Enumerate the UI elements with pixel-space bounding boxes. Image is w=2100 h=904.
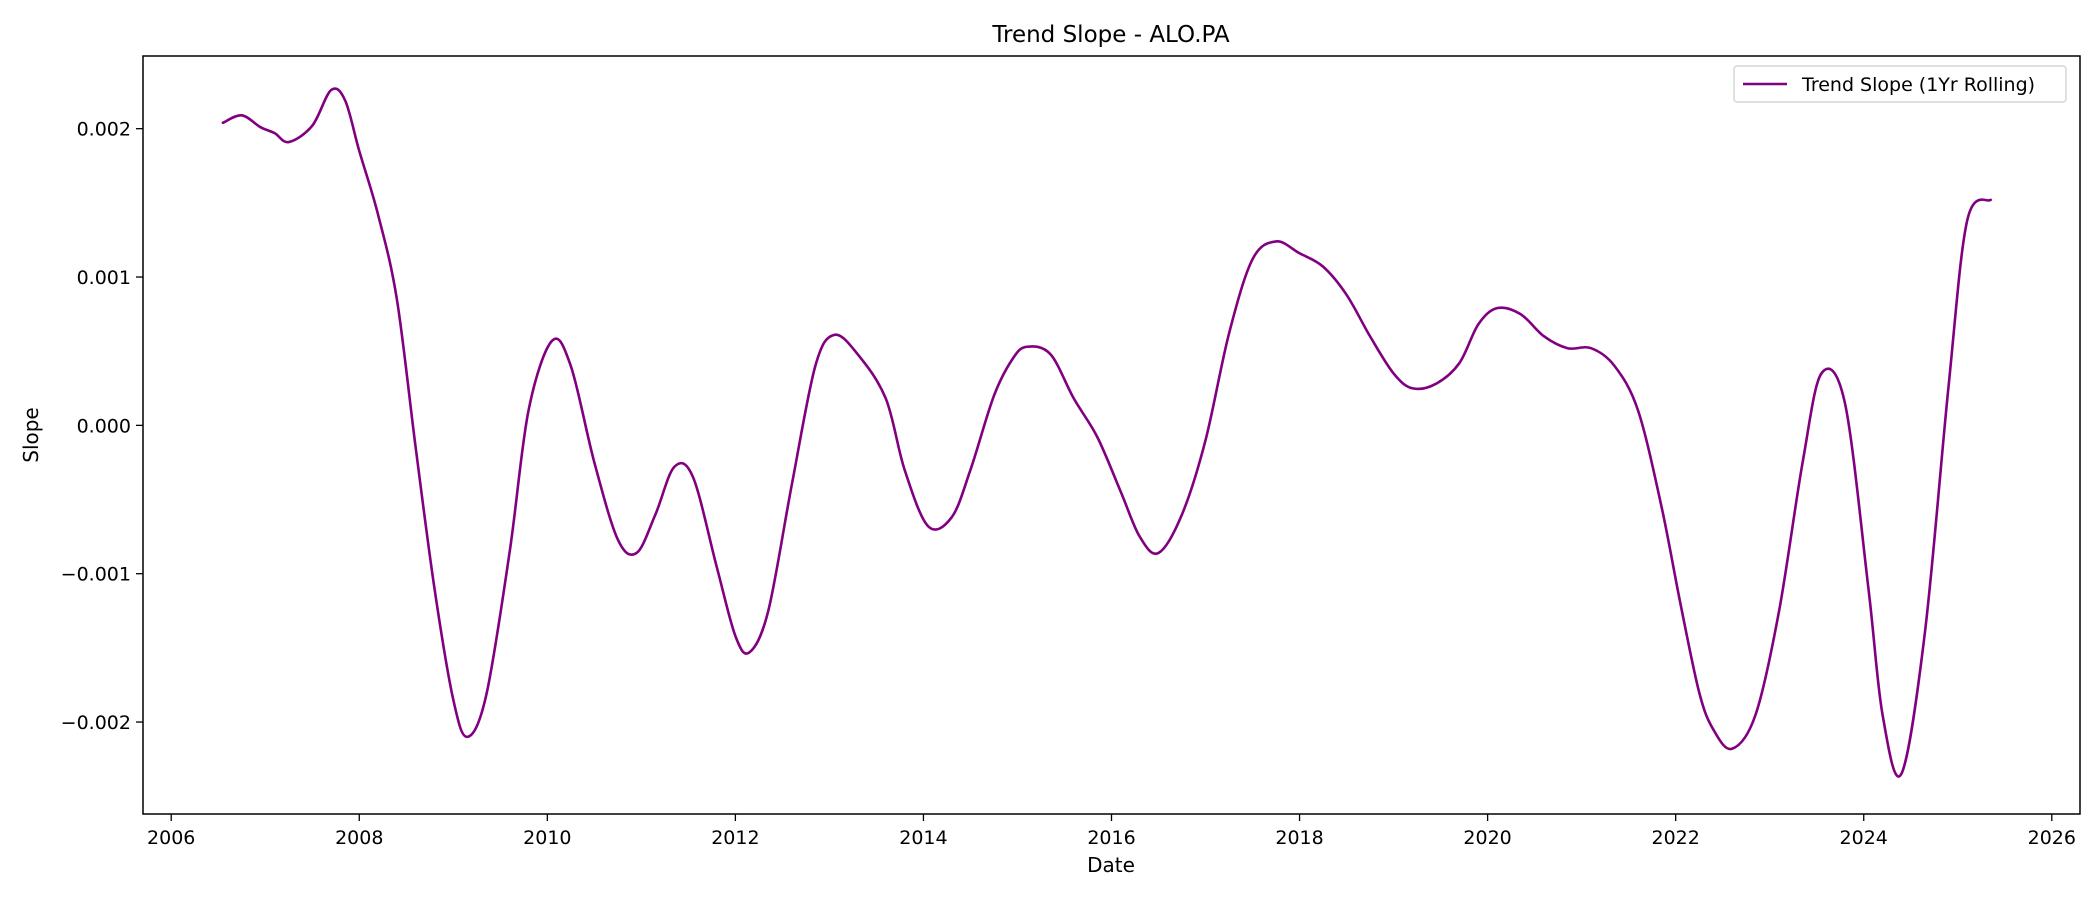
plot-frame [142, 55, 2081, 815]
x-axis-label: Date [1087, 853, 1135, 877]
x-tick-label: 2006 [147, 827, 195, 849]
x-tick-label: 2014 [899, 827, 947, 849]
y-tick-label: 0.000 [77, 415, 131, 437]
x-tick-label: 2012 [711, 827, 759, 849]
x-tick-label: 2018 [1275, 827, 1323, 849]
series-line-trend-slope [221, 87, 1992, 778]
legend-box [1733, 65, 2067, 103]
x-axis-ticks: 2006 2008 2010 2012 2014 2016 2018 2020 2022 2024… [147, 814, 2076, 849]
legend-label: Trend Slope (1Yr Rolling) [1801, 74, 2035, 96]
x-tick-label: 2016 [1087, 827, 1135, 849]
y-tick-label: 0.002 [77, 119, 131, 141]
chart-title: Trend Slope - ALO.PA [991, 22, 1230, 48]
y-axis-ticks: 0.002 0.001 0.000 −0.001 −0.002 [61, 119, 143, 734]
y-axis-label: Slope [19, 407, 43, 463]
x-tick-label: 2022 [1651, 827, 1699, 849]
x-tick-label: 2020 [1463, 827, 1511, 849]
x-tick-label: 2026 [2028, 827, 2076, 849]
x-tick-label: 2008 [335, 827, 383, 849]
x-tick-label: 2010 [523, 827, 571, 849]
y-tick-label: −0.002 [61, 712, 131, 734]
legend: Trend Slope (1Yr Rolling) [1733, 65, 2067, 103]
series-layer [221, 87, 1992, 778]
x-tick-label: 2024 [1840, 827, 1888, 849]
y-tick-label: 0.001 [77, 267, 131, 289]
y-tick-label: −0.001 [61, 564, 131, 586]
plot-area: 2006 2008 2010 2012 2014 2016 2018 2020 2022 2024… [61, 55, 2081, 849]
